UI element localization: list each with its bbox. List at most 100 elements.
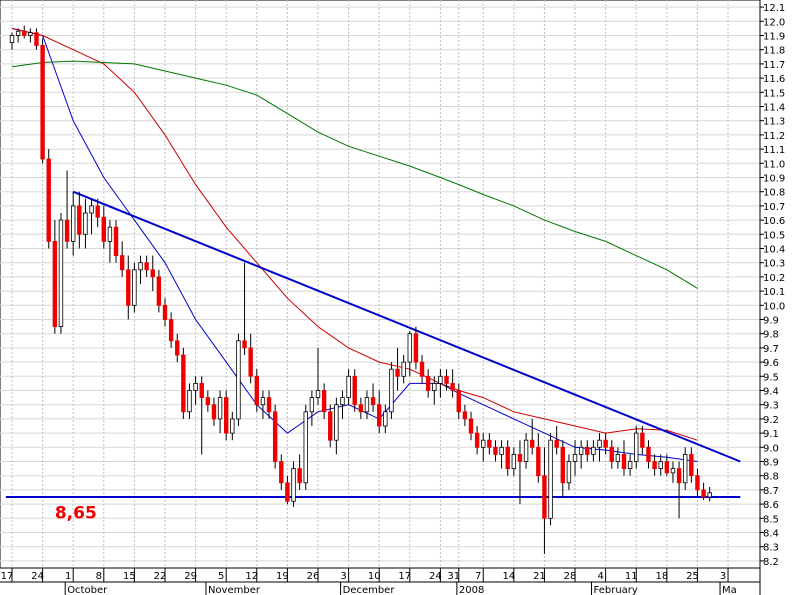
candle-body bbox=[572, 453, 578, 462]
x-tick-label: 14 bbox=[502, 571, 515, 582]
candle-body bbox=[578, 446, 584, 455]
candle-body bbox=[266, 397, 272, 413]
y-tick-label: 8.7 bbox=[763, 486, 779, 497]
candle-body bbox=[150, 269, 155, 278]
candle-body bbox=[407, 333, 412, 363]
candle-body bbox=[597, 439, 602, 448]
y-tick-label: 10.3 bbox=[763, 259, 785, 270]
month-label: February bbox=[594, 585, 638, 595]
candle-body bbox=[603, 439, 608, 448]
candle-body bbox=[438, 375, 443, 384]
candle-body bbox=[309, 397, 315, 413]
candle-body bbox=[658, 461, 663, 469]
candle-body bbox=[395, 368, 400, 377]
y-tick-label: 10.7 bbox=[763, 202, 785, 213]
candle-body bbox=[383, 411, 388, 427]
y-tick-label: 9.6 bbox=[763, 358, 779, 369]
candle-body bbox=[450, 382, 455, 391]
y-tick-label: 11.9 bbox=[763, 32, 785, 43]
candle-body bbox=[52, 240, 58, 327]
candle-body bbox=[156, 276, 162, 306]
candle-body bbox=[609, 446, 614, 462]
candle-body bbox=[248, 347, 253, 377]
candle-body bbox=[162, 304, 168, 320]
candle-body bbox=[548, 439, 553, 519]
candle-body bbox=[364, 397, 370, 413]
candle-body bbox=[217, 397, 223, 420]
y-tick-label: 8.4 bbox=[763, 529, 779, 540]
y-tick-label: 11.1 bbox=[763, 145, 785, 156]
y-tick-label: 8.6 bbox=[763, 500, 779, 511]
y-tick-label: 9.2 bbox=[763, 415, 779, 426]
candle-body bbox=[499, 446, 504, 455]
candle-body bbox=[132, 269, 137, 306]
candle-body bbox=[119, 255, 125, 271]
x-tick-label: 4 bbox=[597, 571, 603, 582]
candle-body bbox=[689, 453, 694, 477]
candle-body bbox=[493, 446, 498, 455]
candle-body bbox=[113, 226, 119, 256]
candle-body bbox=[413, 333, 419, 363]
candle-body bbox=[168, 319, 174, 342]
y-tick-label: 10.6 bbox=[763, 216, 785, 227]
candle-body bbox=[481, 439, 486, 448]
candle-body bbox=[303, 411, 308, 484]
candle-body bbox=[89, 205, 94, 214]
y-tick-label: 8.3 bbox=[763, 543, 779, 554]
y-tick-label: 10.4 bbox=[763, 245, 785, 256]
x-tick-label: 1 bbox=[65, 571, 71, 582]
x-tick-label: 3 bbox=[720, 571, 726, 582]
candle-body bbox=[83, 212, 88, 235]
candle-body bbox=[28, 32, 33, 36]
y-tick-label: 11.5 bbox=[763, 88, 785, 99]
candle-body bbox=[432, 382, 437, 391]
candle-body bbox=[291, 468, 296, 502]
candle-body bbox=[223, 397, 229, 434]
y-tick-label: 11.3 bbox=[763, 117, 785, 128]
y-tick-label: 12.1 bbox=[763, 3, 785, 14]
y-tick-label: 11.8 bbox=[763, 46, 785, 57]
x-tick-label: 17 bbox=[1, 571, 14, 582]
y-tick-label: 11.0 bbox=[763, 159, 785, 170]
x-tick-label: 28 bbox=[564, 571, 577, 582]
candle-body bbox=[175, 340, 180, 356]
candle-body bbox=[511, 453, 517, 469]
candle-body bbox=[695, 475, 700, 491]
x-tick-label: 24 bbox=[429, 571, 442, 582]
candle-body bbox=[242, 340, 247, 349]
x-tick-label: 26 bbox=[307, 571, 320, 582]
candle-body bbox=[615, 453, 621, 462]
candle-body bbox=[566, 461, 572, 484]
candle-body bbox=[22, 30, 27, 36]
y-tick-label: 8.2 bbox=[763, 557, 779, 568]
candle-body bbox=[328, 411, 333, 441]
y-tick-label: 10.5 bbox=[763, 230, 785, 241]
y-tick-label: 9.5 bbox=[763, 372, 779, 383]
candle-body bbox=[181, 354, 186, 413]
moving-average-line bbox=[11, 27, 698, 441]
candle-body bbox=[468, 418, 474, 434]
y-tick-label: 9.7 bbox=[763, 344, 779, 355]
x-tick-label: 12 bbox=[245, 571, 258, 582]
candle-body bbox=[230, 418, 235, 434]
candle-body bbox=[334, 404, 339, 441]
candle-body bbox=[254, 375, 259, 406]
candle-body bbox=[640, 432, 645, 448]
candle-body bbox=[199, 382, 204, 398]
y-tick-label: 9.1 bbox=[763, 429, 779, 440]
candle-body bbox=[346, 375, 351, 398]
candle-body bbox=[46, 158, 51, 242]
candle-body bbox=[425, 375, 431, 391]
x-tick-label: 8 bbox=[96, 571, 102, 582]
candle-body bbox=[474, 432, 480, 448]
candle-body bbox=[279, 461, 284, 484]
candle-body bbox=[523, 439, 529, 462]
support-level-label: 8,65 bbox=[55, 503, 97, 523]
y-tick-label: 9.9 bbox=[763, 316, 779, 327]
y-tick-label: 8.8 bbox=[763, 472, 779, 483]
candle-body bbox=[236, 340, 241, 420]
x-tick-label: 5 bbox=[218, 571, 224, 582]
y-tick-label: 8.5 bbox=[763, 514, 779, 525]
y-tick-label: 11.4 bbox=[763, 103, 785, 114]
candle-body bbox=[285, 482, 290, 502]
